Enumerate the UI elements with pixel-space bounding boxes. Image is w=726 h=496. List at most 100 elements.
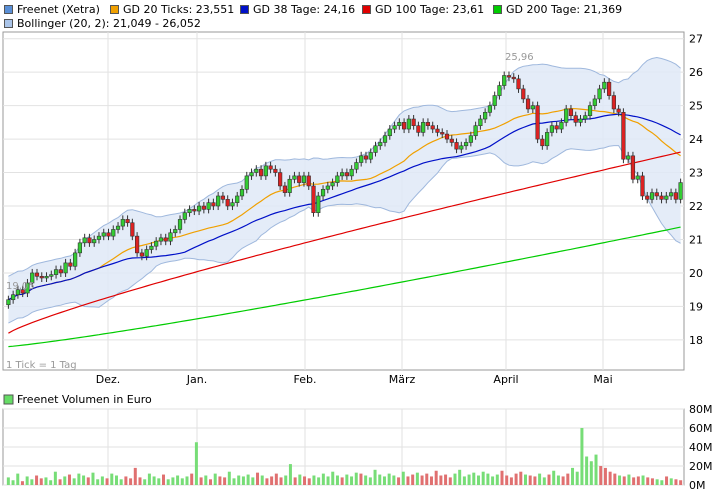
- volume-bar: [138, 477, 142, 485]
- candle-body: [416, 125, 421, 133]
- max-annotation: 25,96: [505, 52, 534, 63]
- volume-legend: Freenet Volumen in Euro: [3, 393, 152, 406]
- volume-bar: [585, 456, 589, 485]
- candle-body: [530, 105, 535, 110]
- candle-body: [158, 237, 164, 242]
- volume-bar: [458, 469, 462, 485]
- candle-body: [373, 145, 378, 153]
- volume-bar: [632, 477, 636, 485]
- volume-bar: [256, 472, 260, 485]
- candle-body: [411, 118, 416, 127]
- candle-body: [492, 95, 497, 106]
- volume-bar: [72, 478, 76, 485]
- candle-body: [525, 98, 531, 110]
- volume-bar: [58, 479, 62, 485]
- candle-body: [268, 165, 273, 170]
- candle-body: [664, 195, 669, 200]
- candle-body: [654, 192, 659, 197]
- candle-body: [201, 205, 206, 210]
- volume-bar: [524, 474, 528, 485]
- candle-body: [568, 108, 574, 116]
- moving-averages: [8, 107, 681, 348]
- volume-bar: [232, 478, 236, 485]
- legend-item-gd20: GD 20 Ticks: 23,551: [110, 3, 234, 16]
- candle-body: [640, 175, 645, 197]
- volume-bar: [274, 473, 278, 485]
- bollinger-upper: [8, 56, 681, 277]
- volume-bar: [547, 474, 551, 485]
- volume-bar: [303, 476, 307, 485]
- volume-bar: [110, 473, 114, 485]
- candle-body: [483, 112, 488, 120]
- volume-bar: [622, 476, 626, 485]
- candle-body: [659, 195, 664, 200]
- candle-body: [421, 122, 426, 133]
- candle-body: [287, 178, 292, 193]
- gd100-line: [8, 151, 681, 334]
- volume-bar: [326, 476, 330, 485]
- candle-body: [463, 142, 469, 147]
- volume-bar: [505, 475, 509, 485]
- volume-bar: [660, 480, 664, 485]
- candle-body: [216, 195, 221, 207]
- candle-body: [225, 199, 230, 207]
- candle-body: [611, 95, 616, 110]
- bollinger-band: [8, 56, 681, 324]
- volume-y-tick-label: 0M: [689, 479, 706, 492]
- volume-bar: [119, 479, 123, 485]
- candle-body: [220, 195, 226, 200]
- candle-body: [649, 192, 655, 200]
- volume-bar: [293, 477, 297, 485]
- legend-label: GD 200 Tage: 21,369: [506, 3, 623, 16]
- y-tick-label: 24: [689, 133, 703, 146]
- volume-bar: [199, 477, 203, 485]
- candle-body: [502, 75, 507, 86]
- candle-body: [506, 75, 512, 78]
- candle-body: [154, 240, 159, 247]
- volume-bar: [190, 473, 194, 485]
- volume-bar: [77, 473, 81, 485]
- candle-body: [425, 122, 431, 127]
- volume-bar: [171, 477, 175, 485]
- volume-bar: [373, 469, 377, 485]
- y-tick-label: 23: [689, 167, 703, 180]
- candle-body: [92, 239, 97, 244]
- volume-bar: [241, 476, 245, 485]
- volume-bar: [368, 477, 372, 485]
- volume-bar: [251, 477, 255, 485]
- candle-body: [511, 76, 516, 80]
- candle-body: [597, 88, 602, 100]
- volume-bar: [359, 473, 363, 485]
- candle-body: [187, 209, 192, 214]
- candle-body: [120, 219, 125, 227]
- volume-bar: [218, 476, 222, 485]
- candle-body: [444, 133, 450, 140]
- candle-body: [635, 175, 640, 180]
- legend-item-gd200: GD 200 Tage: 21,369: [493, 3, 622, 16]
- volume-bar: [448, 477, 452, 485]
- candle-body: [430, 125, 435, 130]
- bollinger-lower: [8, 145, 681, 324]
- volume-bar: [312, 475, 316, 485]
- candle-body: [359, 155, 364, 163]
- candle-body: [106, 232, 111, 237]
- volume-bar: [209, 479, 213, 485]
- volume-bar: [194, 442, 198, 485]
- volume-bar: [331, 471, 335, 485]
- candle-body: [673, 192, 678, 200]
- volume-legend-swatch: [3, 394, 14, 405]
- volume-bar: [538, 473, 542, 485]
- volume-bar: [571, 467, 575, 485]
- volume-legend-label: Freenet Volumen in Euro: [17, 393, 152, 406]
- candle-body: [621, 112, 626, 160]
- candle-body: [592, 98, 597, 106]
- candle-body: [196, 205, 202, 212]
- volume-bar: [495, 474, 499, 485]
- candle-body: [497, 85, 502, 96]
- legend-swatch: [362, 5, 371, 14]
- volume-bar: [180, 478, 184, 485]
- candle-body: [473, 125, 478, 137]
- candle-body: [320, 188, 326, 197]
- candle-body: [626, 155, 631, 160]
